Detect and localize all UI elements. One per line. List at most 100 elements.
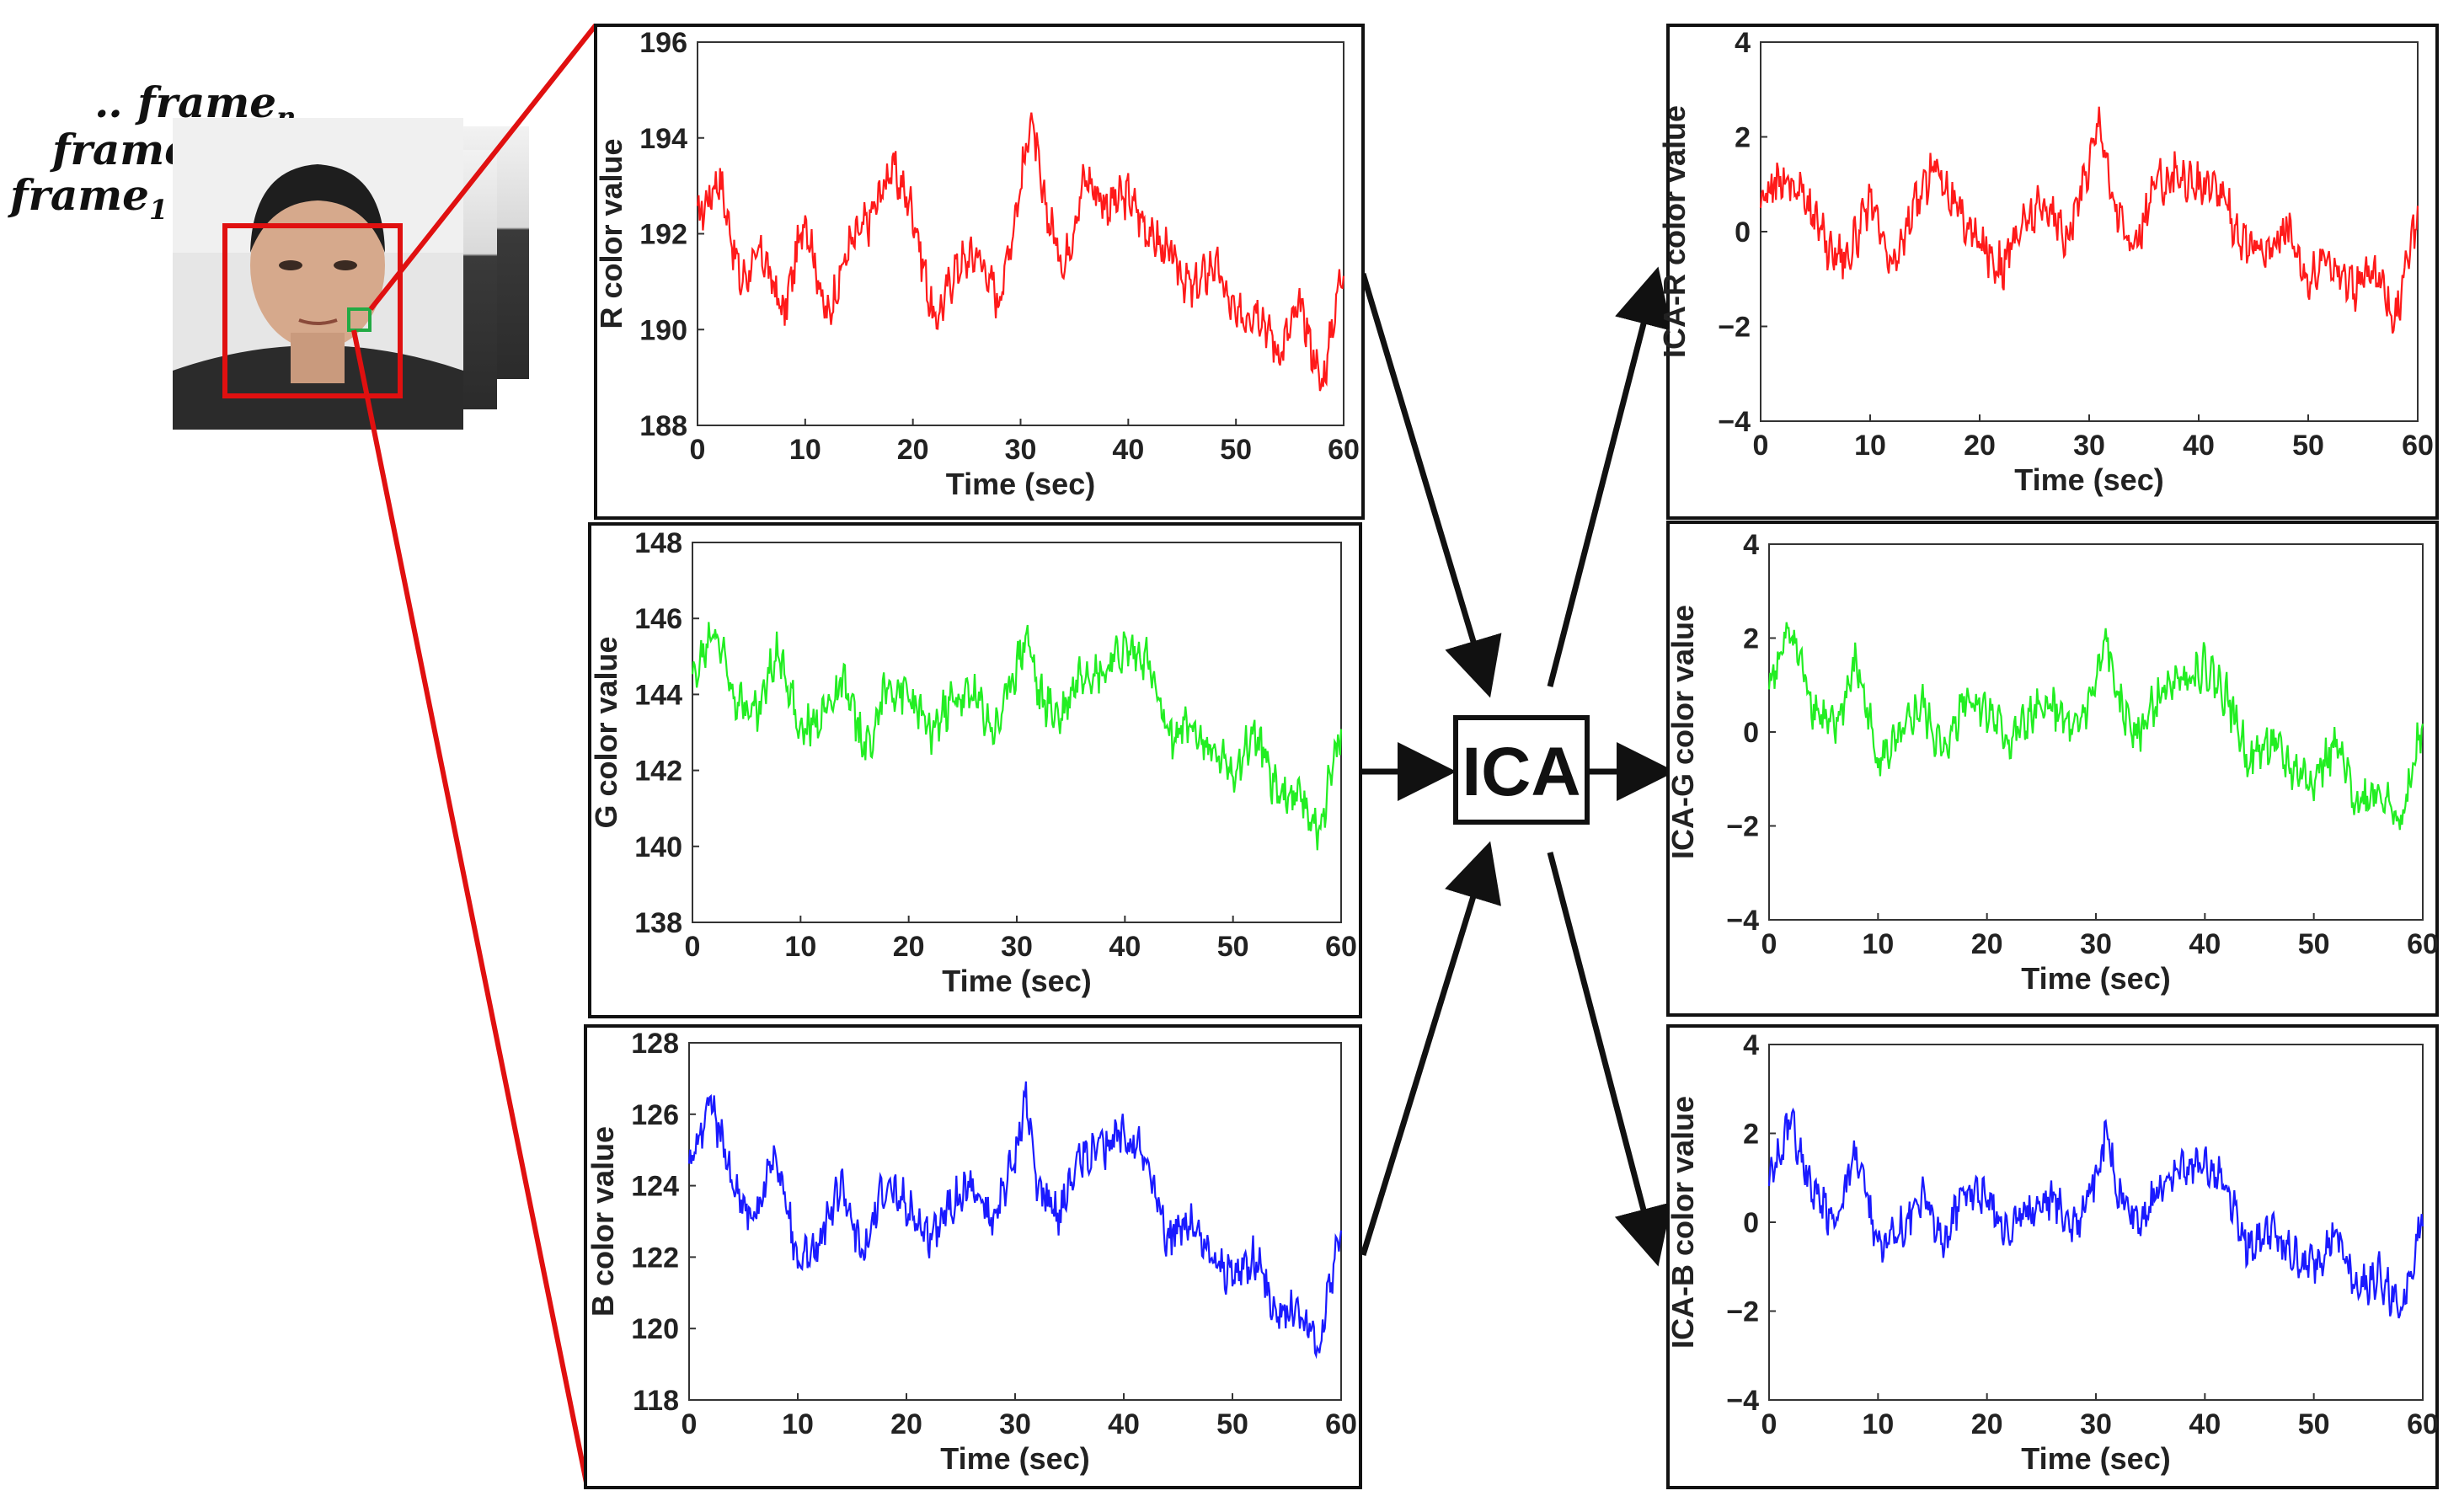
x-tick-label: 60 xyxy=(1325,1408,1357,1440)
x-axis-label: Time (sec) xyxy=(940,1441,1089,1476)
zoom-line-top xyxy=(368,24,598,311)
x-tick-label: 30 xyxy=(2080,1408,2112,1440)
y-tick-label: 128 xyxy=(631,1028,679,1060)
x-axis-label: Time (sec) xyxy=(2014,462,2163,497)
y-tick-label: −2 xyxy=(1726,1296,1759,1328)
x-axis-label: Time (sec) xyxy=(946,467,1095,501)
x-tick-label: 50 xyxy=(2298,1408,2330,1440)
x-tick-label: 30 xyxy=(2080,928,2112,960)
x-tick-label: 60 xyxy=(2407,928,2439,960)
x-tick-label: 10 xyxy=(784,931,816,963)
chart-r: 0 10 20 30 40 50 60 188 190 192 194 196 Time (sec) R … xyxy=(594,24,1365,520)
y-tick-label: 196 xyxy=(639,27,687,59)
y-tick-label: 122 xyxy=(631,1242,679,1274)
y-tick-label: 194 xyxy=(639,123,687,155)
x-tick-label: 40 xyxy=(1108,1408,1140,1440)
series-line xyxy=(696,112,1345,392)
y-tick-label: 0 xyxy=(1735,216,1751,248)
y-tick-label: 2 xyxy=(1743,623,1759,655)
y-tick-label: 126 xyxy=(631,1099,679,1131)
series-line xyxy=(1759,106,2419,334)
x-tick-label: 10 xyxy=(1862,928,1894,960)
x-tick-label: 60 xyxy=(1325,931,1357,963)
x-tick-label: 0 xyxy=(1761,1408,1777,1440)
x-tick-label: 40 xyxy=(1109,931,1141,963)
x-tick-label: 50 xyxy=(2298,928,2330,960)
y-tick-label: 4 xyxy=(1743,1029,1759,1061)
x-tick-label: 10 xyxy=(1862,1408,1894,1440)
y-axis-label: R color value xyxy=(594,138,628,329)
x-tick-label: 60 xyxy=(1328,434,1360,466)
arrow-ica-to-icab xyxy=(1547,852,1672,1267)
ica-node: ICA xyxy=(1453,715,1590,825)
x-tick-label: 0 xyxy=(1761,928,1777,960)
x-tick-label: 50 xyxy=(1216,1408,1248,1440)
plot-area xyxy=(697,41,1344,426)
series-line xyxy=(1767,622,2424,831)
face-photo-drawing xyxy=(173,118,463,430)
y-tick-label: 144 xyxy=(634,679,682,711)
x-axis-label: Time (sec) xyxy=(942,964,1091,998)
series-line xyxy=(687,1081,1343,1360)
x-tick-label: 0 xyxy=(1753,430,1769,462)
arrow-r-to-ica xyxy=(1360,272,1502,698)
x-tick-label: 10 xyxy=(1854,430,1886,462)
x-tick-label: 30 xyxy=(2073,430,2105,462)
frame-1-label: frame1 xyxy=(10,170,168,226)
y-tick-label: −4 xyxy=(1718,406,1751,438)
y-axis-label: ICA-R color value xyxy=(1657,105,1692,358)
y-tick-label: 4 xyxy=(1735,27,1751,59)
chart-icar: 0 10 20 30 40 50 60 −4 −2 0 2 4 Time (sec) ICA-R colo… xyxy=(1657,24,2439,520)
y-tick-label: 0 xyxy=(1743,1207,1759,1239)
plot-area xyxy=(688,1042,1342,1401)
y-axis-label: ICA-B color value xyxy=(1665,1096,1700,1349)
x-tick-label: 50 xyxy=(2292,430,2324,462)
front-frame-photo xyxy=(173,118,463,430)
y-tick-label: 120 xyxy=(631,1313,679,1345)
ica-label: ICA xyxy=(1462,734,1580,810)
x-tick-label: 20 xyxy=(893,931,925,963)
series-line xyxy=(691,622,1343,851)
y-tick-label: 192 xyxy=(639,219,687,251)
chart-icab: 0 10 20 30 40 50 60 −4 −2 0 2 4 Time (sec) ICA-B colo… xyxy=(1665,1024,2439,1489)
x-tick-label: 20 xyxy=(1964,430,1996,462)
x-axis-label: Time (sec) xyxy=(2021,961,2170,996)
y-tick-label: 124 xyxy=(631,1171,679,1203)
x-tick-label: 10 xyxy=(782,1408,814,1440)
plot-area xyxy=(692,542,1342,923)
x-axis-label: Time (sec) xyxy=(2021,1441,2170,1476)
x-tick-label: 50 xyxy=(1217,931,1249,963)
x-tick-label: 30 xyxy=(1005,434,1037,466)
plot-area xyxy=(1768,1044,2424,1401)
y-tick-label: 148 xyxy=(634,527,682,559)
x-tick-label: 20 xyxy=(890,1408,922,1440)
y-tick-label: −4 xyxy=(1726,1385,1759,1417)
arrow-ica-to-icar xyxy=(1547,266,1672,687)
x-tick-label: 0 xyxy=(690,434,706,466)
x-tick-label: 40 xyxy=(1112,434,1144,466)
x-tick-label: 20 xyxy=(1971,1408,2003,1440)
y-tick-label: 146 xyxy=(634,603,682,635)
arrow-b-to-ica xyxy=(1360,841,1501,1257)
y-axis-label: ICA-G color value xyxy=(1665,605,1700,859)
y-tick-label: 118 xyxy=(633,1385,679,1417)
face-roi-box xyxy=(222,223,403,398)
x-tick-label: 40 xyxy=(2189,1408,2221,1440)
chart-g: 0 10 20 30 40 50 60 138 140 142 144 146 148 Time (sec… xyxy=(588,522,1362,1018)
ica-box xyxy=(1453,715,1590,825)
x-tick-label: 40 xyxy=(2183,430,2215,462)
y-tick-label: 2 xyxy=(1743,1119,1759,1151)
x-tick-label: 30 xyxy=(999,1408,1031,1440)
chart-icag: 0 10 20 30 40 50 60 −4 −2 0 2 4 Time (sec) ICA-G colo… xyxy=(1665,521,2439,1017)
series-line xyxy=(1767,1107,2424,1319)
y-tick-label: 4 xyxy=(1743,529,1759,561)
y-tick-label: −4 xyxy=(1726,905,1759,937)
y-axis-label: G color value xyxy=(589,636,623,828)
y-tick-label: 2 xyxy=(1735,122,1751,154)
y-tick-label: 142 xyxy=(634,756,682,788)
x-tick-label: 60 xyxy=(2402,430,2434,462)
x-tick-label: 0 xyxy=(685,931,701,963)
y-tick-label: 140 xyxy=(634,831,682,863)
